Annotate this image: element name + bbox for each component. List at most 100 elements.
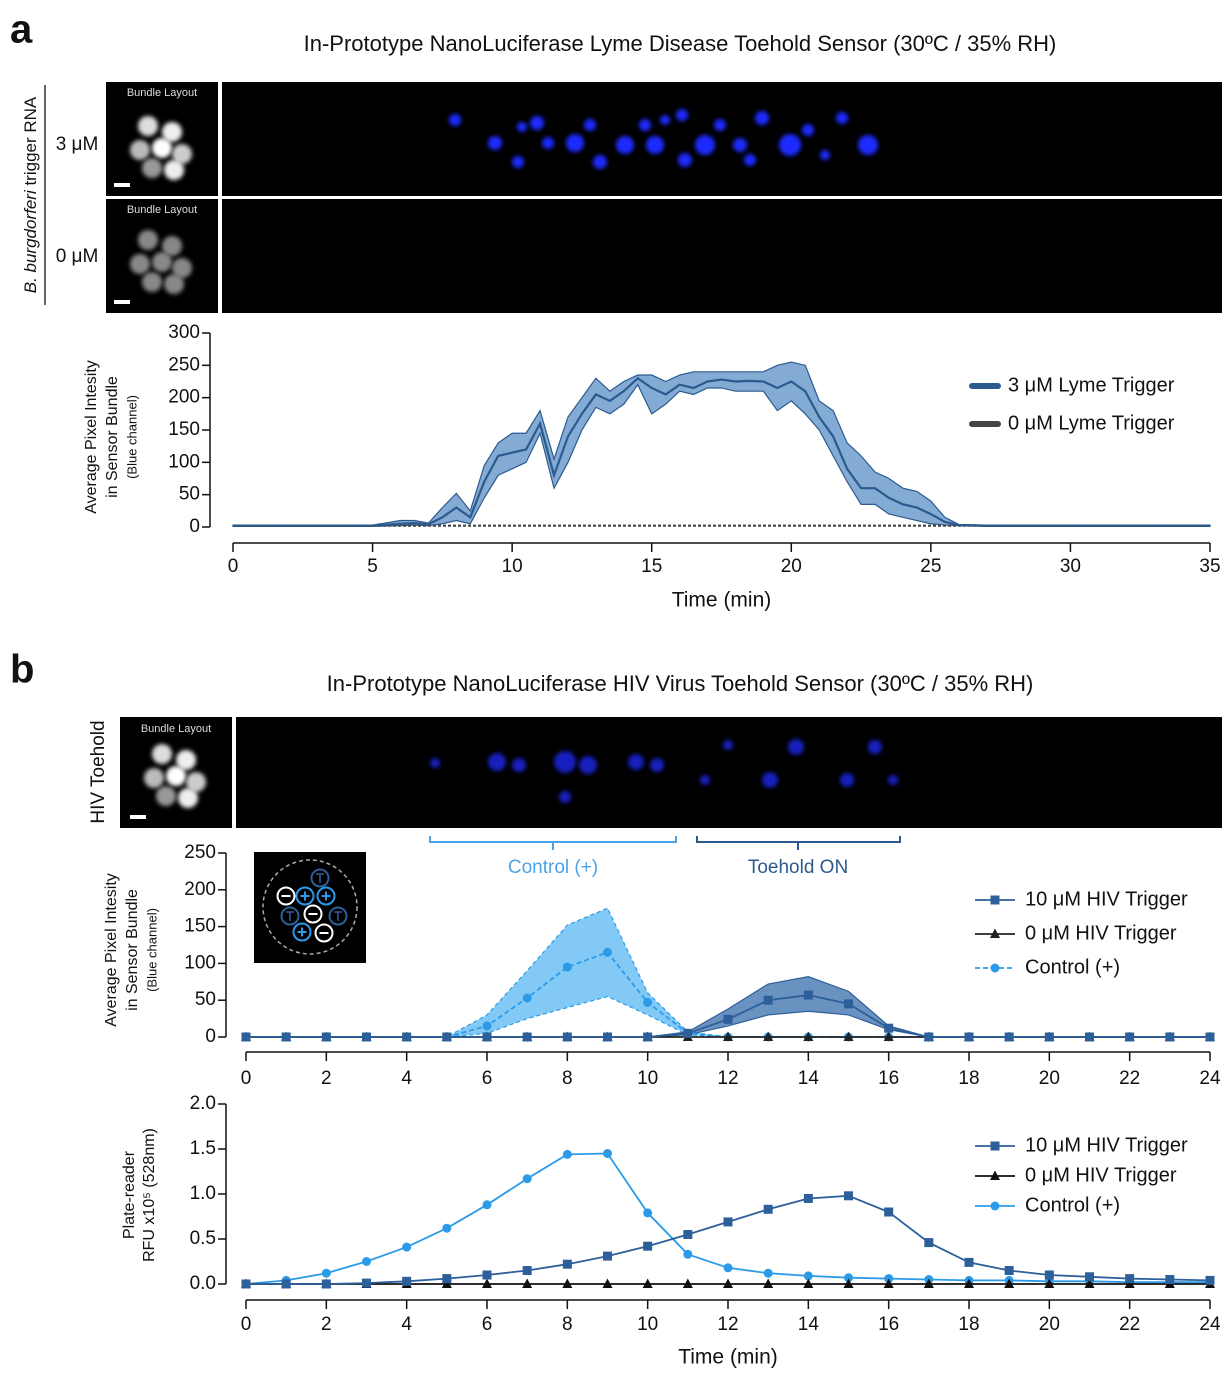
- data-point: [763, 995, 773, 1005]
- data-point: [562, 1032, 572, 1042]
- y-tick-label: 150: [168, 419, 200, 440]
- blob: [660, 115, 670, 125]
- x-tick-label: 2: [321, 1068, 332, 1089]
- data-point: [643, 1208, 653, 1218]
- x-tick-label: 10: [502, 556, 523, 577]
- legend-label: 0 μM HIV Trigger: [1025, 922, 1177, 944]
- diagram-fiber: [276, 886, 296, 906]
- annotation: Control (+): [508, 857, 598, 878]
- blob: [593, 155, 607, 169]
- data-point: [281, 1032, 291, 1042]
- data-point: [441, 1278, 452, 1288]
- bundle-fiber: [144, 768, 164, 788]
- data-point: [402, 1032, 412, 1042]
- x-tick-label: 0: [228, 556, 239, 577]
- scale-bar: [114, 183, 130, 187]
- y-tick-label: 50: [179, 484, 200, 505]
- x-tick-label: 12: [717, 1068, 738, 1089]
- bundle-fiber: [138, 230, 158, 250]
- panel-label: b: [10, 648, 34, 692]
- blob: [836, 112, 848, 124]
- blob: [762, 772, 778, 788]
- blob: [650, 758, 664, 772]
- sensor-image: [236, 717, 1222, 828]
- x-tick-label: 4: [401, 1068, 412, 1089]
- blob: [733, 138, 747, 152]
- y-tick-label: 1.0: [190, 1183, 216, 1204]
- blob: [530, 116, 544, 130]
- x-tick-label: 18: [958, 1314, 979, 1335]
- data-point: [884, 1207, 894, 1217]
- x-tick-label: 4: [401, 1314, 412, 1335]
- bundle-fiber: [164, 160, 184, 180]
- legend-marker: [990, 1141, 1000, 1151]
- data-point: [844, 1191, 853, 1201]
- inset-label: Bundle Layout: [141, 723, 211, 735]
- x-axis-title: Time (min): [672, 589, 772, 612]
- y-tick-label: 200: [168, 387, 200, 408]
- data-point: [843, 1278, 854, 1288]
- bundle-fiber: [152, 138, 172, 158]
- y-axis-title: Average Pixel Intesity: [103, 873, 120, 1027]
- x-tick-label: 30: [1060, 556, 1081, 577]
- x-tick-label: 5: [367, 556, 378, 577]
- x-tick-label: 24: [1199, 1314, 1221, 1335]
- sensor-image: [222, 199, 1222, 313]
- annotation: Toehold ON: [748, 857, 848, 878]
- data-point: [844, 1273, 853, 1283]
- data-point: [803, 1271, 813, 1281]
- blob: [584, 119, 596, 131]
- error-band: [246, 907, 1210, 1038]
- diagram-fiber: [328, 906, 348, 926]
- error-band: [246, 976, 1210, 1038]
- data-point: [362, 1278, 371, 1288]
- data-point: [1004, 1266, 1014, 1275]
- blob: [858, 135, 878, 155]
- legend-marker: [990, 928, 1000, 938]
- data-point: [562, 962, 572, 972]
- blob: [449, 114, 461, 126]
- data-point: [763, 1204, 773, 1214]
- data-point: [1044, 1032, 1054, 1042]
- data-point: [1044, 1278, 1055, 1288]
- y-tick-label: 0: [205, 1026, 216, 1047]
- y-tick-label: 0.5: [190, 1228, 216, 1249]
- legend-label: Control (+): [1025, 1194, 1120, 1216]
- data-point: [723, 1014, 733, 1024]
- x-tick-label: 25: [920, 556, 941, 577]
- data-point: [1205, 1275, 1215, 1285]
- data-point: [723, 1263, 733, 1273]
- diagram-bg: [254, 852, 366, 963]
- data-point: [321, 1268, 331, 1278]
- row-label: 3 μM: [56, 134, 99, 155]
- data-point: [923, 1278, 934, 1288]
- data-point: [321, 1032, 331, 1042]
- scale-bar: [114, 300, 130, 304]
- y-tick-label: 100: [168, 451, 200, 472]
- data-point: [362, 1257, 371, 1266]
- x-tick-label: 20: [1039, 1314, 1060, 1335]
- data-point: [683, 1249, 693, 1259]
- data-point: [723, 1031, 733, 1041]
- y-axis-title: Plate-reader: [121, 1150, 138, 1239]
- y-tick-label: 200: [184, 879, 216, 900]
- blob: [678, 153, 692, 167]
- blob: [542, 137, 554, 149]
- diagram-fiber: [310, 868, 330, 888]
- blob: [616, 136, 634, 154]
- data-point: [1205, 1032, 1215, 1042]
- data-point: [241, 1279, 251, 1289]
- data-point: [643, 1032, 653, 1042]
- diagram-fiber: [303, 904, 323, 924]
- data-point: [482, 1200, 492, 1210]
- blob: [430, 758, 440, 768]
- legend-marker: [990, 895, 1000, 905]
- x-tick-label: 22: [1119, 1068, 1140, 1089]
- x-tick-label: 16: [878, 1068, 899, 1089]
- y-axis-title: (Blue channel): [124, 395, 139, 479]
- y-axis-title: RFU x10⁵ (528nm): [141, 1128, 158, 1262]
- x-tick-label: 8: [562, 1068, 573, 1089]
- data-point: [803, 1194, 813, 1203]
- x-tick-label: 0: [241, 1314, 252, 1335]
